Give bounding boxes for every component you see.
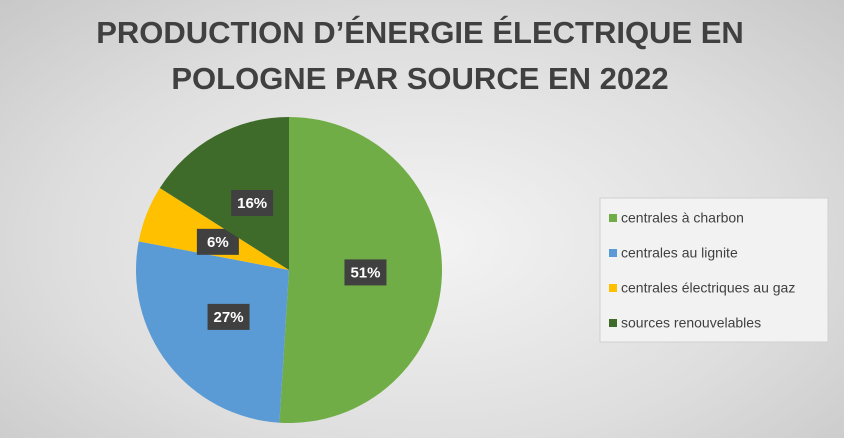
data-label: 27% [214, 309, 244, 326]
data-label-box [207, 303, 250, 330]
legend-swatch [609, 284, 617, 292]
data-label: 6% [207, 234, 229, 251]
chart-title: PRODUCTION D’ÉNERGIE ÉLECTRIQUE EN POLOG… [96, 15, 744, 96]
data-label-box [344, 259, 387, 286]
legend-swatch [609, 249, 617, 257]
legend-label: centrales électriques au gaz [621, 280, 795, 296]
data-label-box [231, 189, 274, 216]
legend-swatch [609, 319, 617, 327]
pie-slice [136, 241, 289, 423]
legend-box [599, 197, 829, 343]
legend-label: centrales à charbon [621, 210, 744, 226]
legend-label: centrales au lignite [621, 245, 738, 261]
pie-slice [159, 117, 289, 270]
legend-label: sources renouvelables [621, 315, 761, 331]
legend-swatch [609, 214, 617, 222]
data-label: 51% [350, 264, 380, 281]
data-label: 16% [237, 195, 267, 212]
